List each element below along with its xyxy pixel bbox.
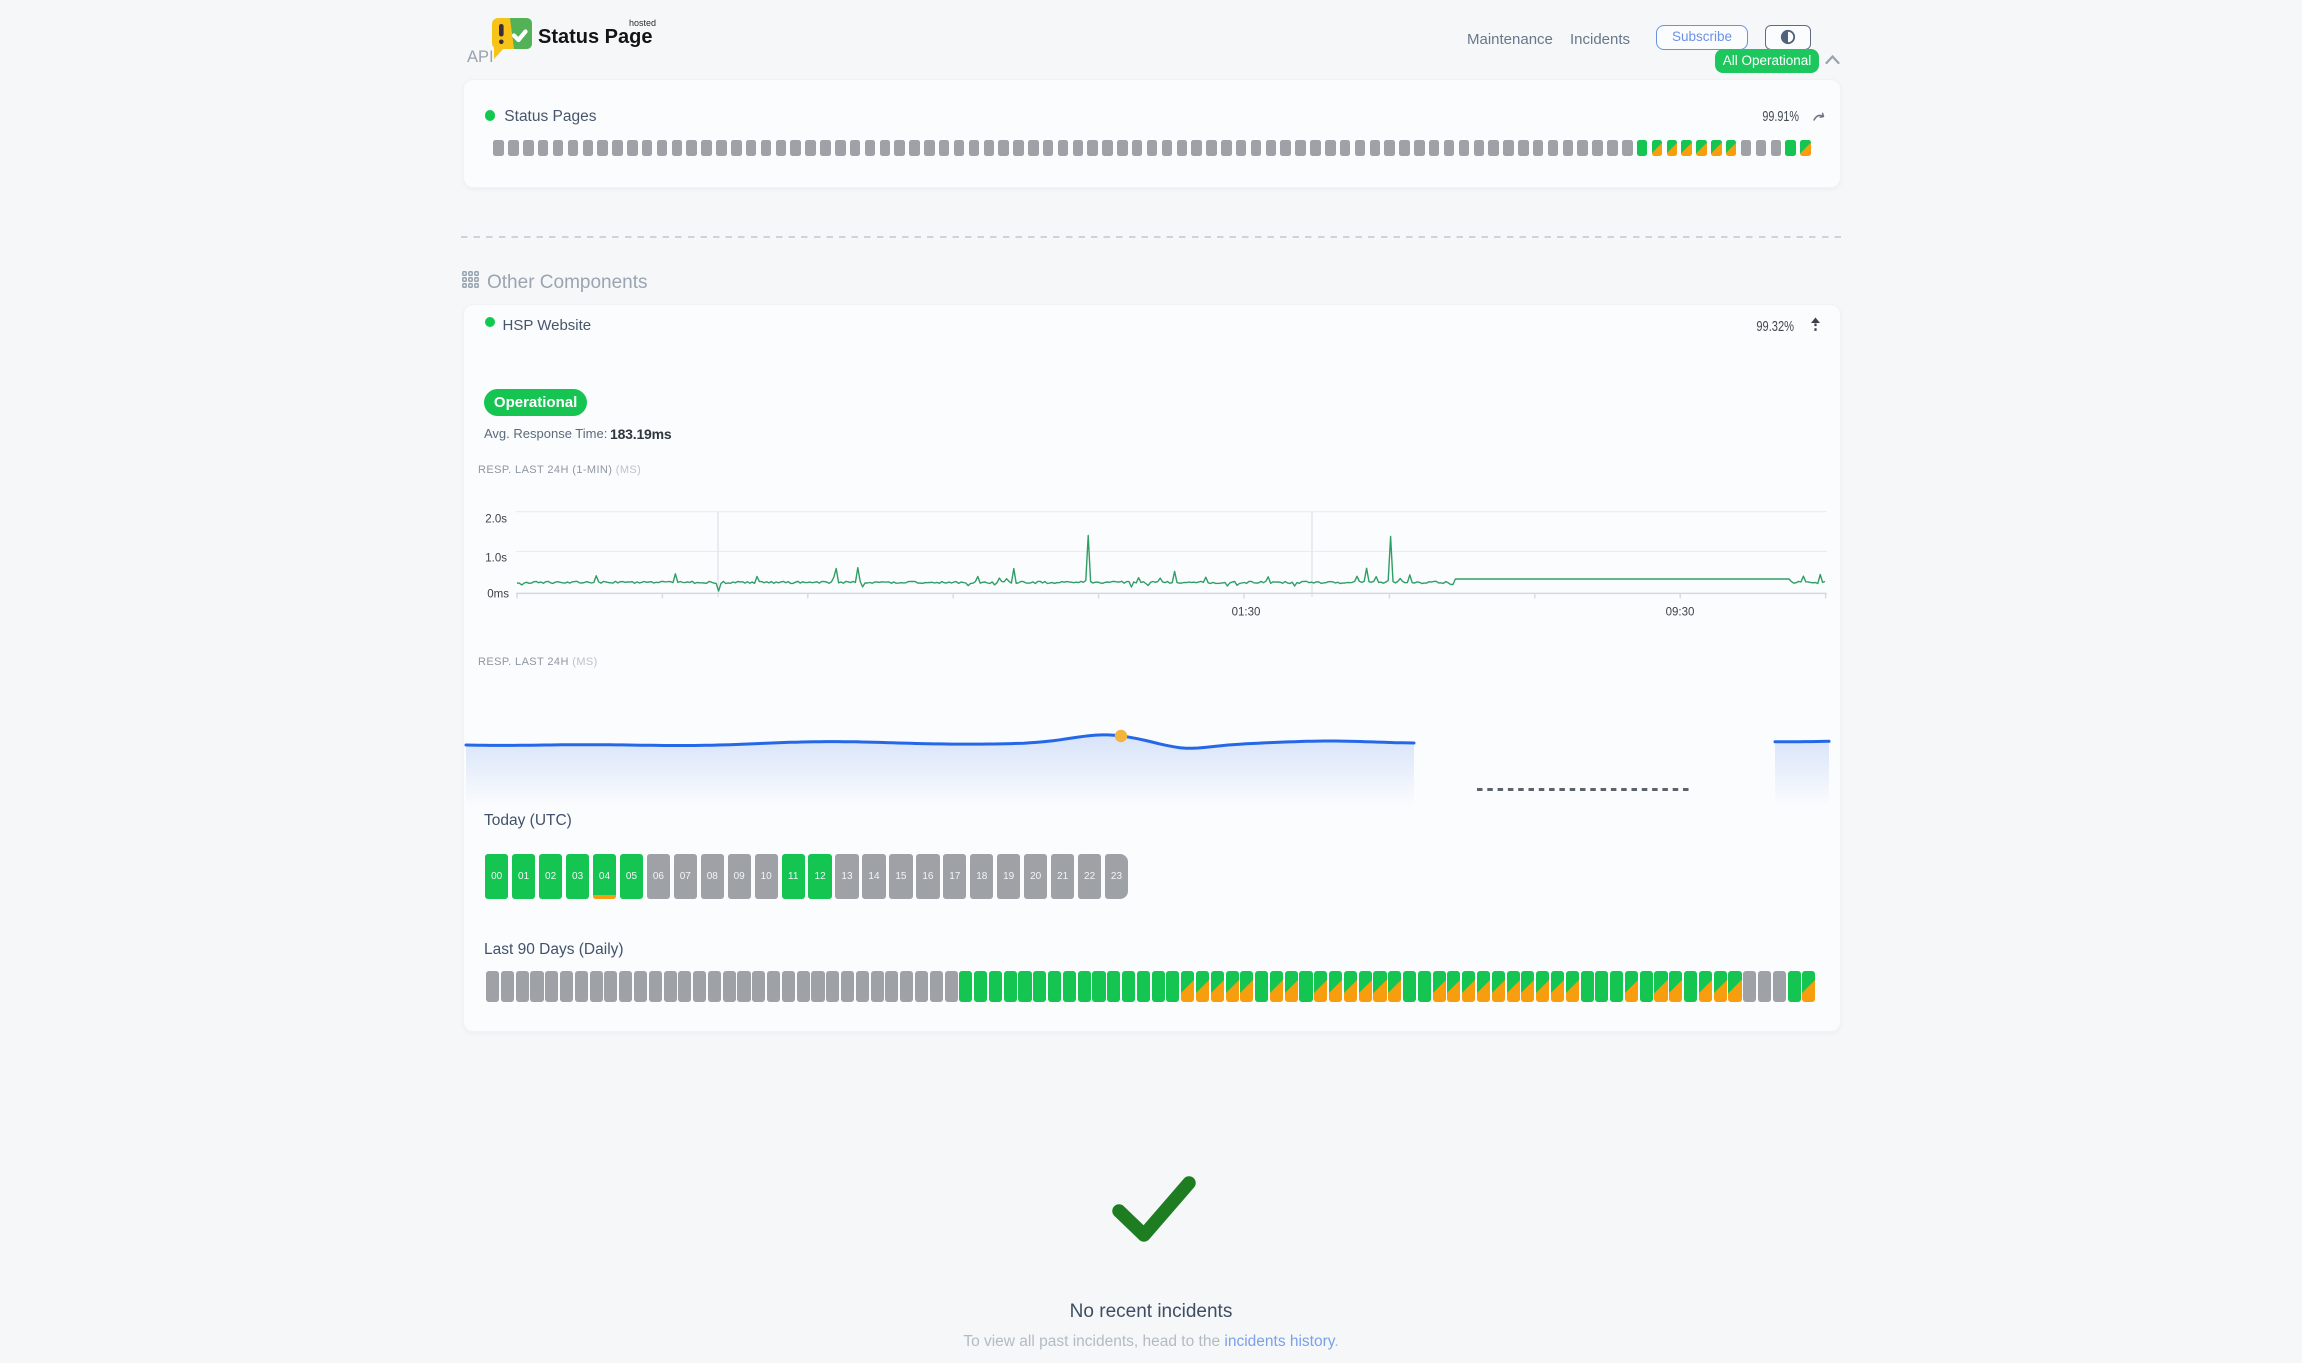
svg-text:0ms: 0ms [487, 589, 509, 601]
svg-text:01:30: 01:30 [1232, 607, 1261, 619]
svg-text:09:30: 09:30 [1666, 607, 1695, 619]
svg-text:2.0s: 2.0s [485, 514, 507, 526]
svg-text:1.0s: 1.0s [485, 553, 507, 565]
